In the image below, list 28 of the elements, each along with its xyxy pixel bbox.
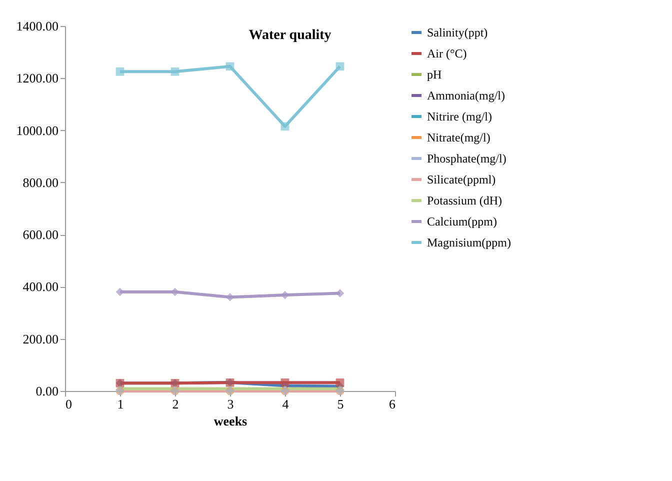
y-tick-label: 1200.00 <box>16 70 58 86</box>
x-tick-label: 6 <box>389 396 396 412</box>
x-tick-label: 3 <box>227 396 234 412</box>
x-tick-label: 4 <box>282 396 290 412</box>
y-tick-label: 0.00 <box>36 384 58 398</box>
y-tick-label: 200.00 <box>22 331 58 346</box>
x-tick-label: 1 <box>117 396 124 412</box>
legend-label: Silicate(ppml) <box>427 172 496 186</box>
legend-label: Salinity(ppt) <box>427 26 488 40</box>
y-tick-label: 800.00 <box>22 174 58 190</box>
legend-label: Phosphate(mg/l) <box>427 152 506 166</box>
x-tick-label: 5 <box>337 396 344 412</box>
y-tick-label: 1400.00 <box>16 18 58 34</box>
y-tick-label: 1000.00 <box>16 122 58 138</box>
x-axis-title: weeks <box>214 414 248 428</box>
x-tick-label: 0 <box>66 396 72 412</box>
legend-label: Air (°C) <box>427 46 467 60</box>
legend-label: pH <box>427 68 442 82</box>
y-tick-label: 400.00 <box>22 279 58 294</box>
legend-label: Nitrate(mg/l) <box>427 130 490 144</box>
chart-title: Water quality <box>248 28 332 43</box>
legend-label: Magnisium(ppm) <box>427 236 511 250</box>
legend-label: Nitrire (mg/l) <box>427 110 492 124</box>
x-tick-label: 2 <box>172 396 179 412</box>
legend-label: Calcium(ppm) <box>427 214 497 228</box>
legend-label: Ammonia(mg/l) <box>427 88 505 102</box>
y-tick-label: 600.00 <box>22 227 58 242</box>
legend-label: Potassium (dH) <box>427 194 502 208</box>
